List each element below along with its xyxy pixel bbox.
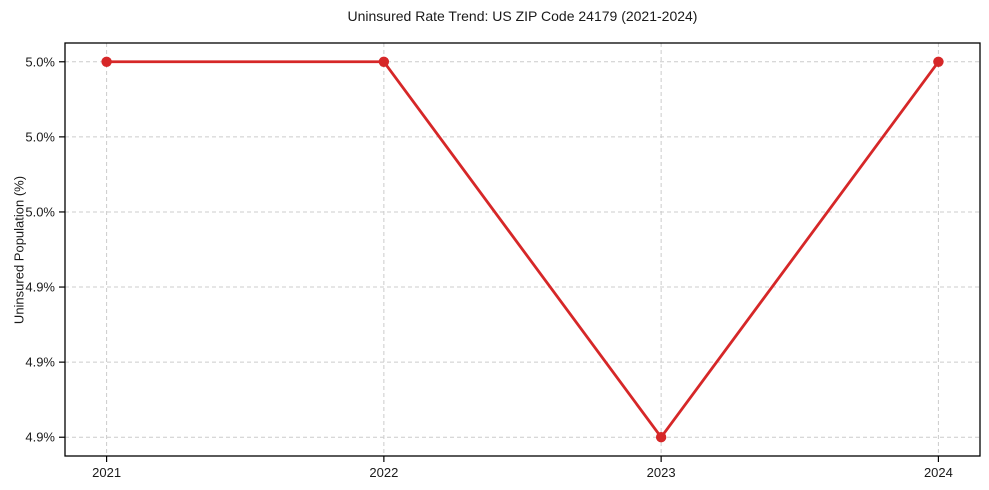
x-tick-label: 2022 bbox=[369, 465, 398, 480]
x-tick-label: 2021 bbox=[92, 465, 121, 480]
y-tick-label: 5.0% bbox=[25, 129, 55, 144]
y-tick-label: 4.9% bbox=[25, 355, 55, 370]
chart-title: Uninsured Rate Trend: US ZIP Code 24179 … bbox=[347, 8, 698, 24]
trend-line bbox=[105, 60, 940, 439]
y-tick-label: 5.0% bbox=[25, 54, 55, 69]
y-tick-label: 4.9% bbox=[25, 280, 55, 295]
data-point-marker bbox=[378, 56, 390, 67]
x-tick-label: 2023 bbox=[647, 465, 676, 480]
data-point-marker bbox=[933, 56, 944, 67]
y-tick-label: 4.9% bbox=[25, 430, 55, 445]
y-tick-label: 5.0% bbox=[25, 204, 55, 219]
x-tick-label: 2024 bbox=[924, 465, 953, 480]
data-point-marker bbox=[655, 432, 667, 443]
data-point-marker bbox=[101, 56, 112, 67]
plot-border bbox=[64, 42, 981, 457]
